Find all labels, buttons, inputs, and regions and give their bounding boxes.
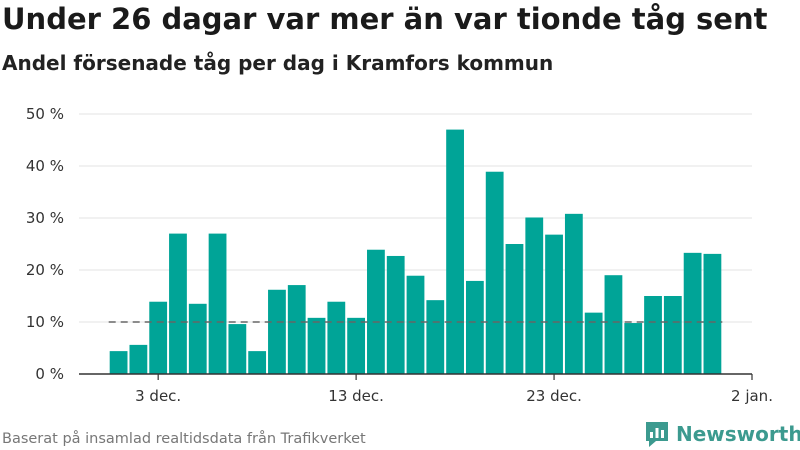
- y-tick-label: 0 %: [35, 365, 64, 383]
- bar: [545, 234, 563, 374]
- y-tick-label: 40 %: [26, 157, 64, 175]
- bar: [584, 312, 603, 374]
- source-note: Baserat på insamlad realtidsdata från Tr…: [2, 431, 366, 447]
- x-tick-label: 23 dec.: [526, 387, 582, 405]
- y-tick-label: 10 %: [26, 313, 64, 331]
- bar: [624, 323, 643, 374]
- x-tick-label: 3 dec.: [135, 387, 181, 405]
- x-tick-label: 13 dec.: [328, 387, 384, 405]
- bar: [465, 280, 484, 374]
- brand-logo: Newsworthy: [644, 420, 800, 448]
- bar: [268, 289, 286, 374]
- chart-speech-bubble-icon: [646, 422, 668, 447]
- bar: [485, 171, 504, 374]
- bar: [367, 249, 385, 374]
- bar: [505, 244, 524, 374]
- bar: [109, 351, 128, 374]
- brand-name: Newsworthy: [676, 422, 800, 446]
- bar: [287, 285, 306, 374]
- bar: [564, 213, 583, 374]
- bar: [525, 217, 544, 374]
- bar: [347, 317, 366, 374]
- bar: [386, 255, 405, 374]
- bar: [703, 253, 722, 374]
- bar: [307, 317, 326, 374]
- bar: [406, 275, 425, 374]
- bar: [248, 351, 267, 374]
- bar: [683, 252, 702, 374]
- bar: [426, 300, 445, 374]
- bar: [149, 301, 168, 374]
- axes: 0 % 10 % 20 % 30 % 40 % 50 % 3 dec. 13 dec. 23 d…: [26, 105, 773, 405]
- bar: [604, 275, 623, 374]
- bars: [109, 129, 722, 374]
- bar: [446, 129, 464, 374]
- bar: [129, 344, 148, 374]
- bar: [228, 324, 247, 374]
- x-tick-label: 2 jan.: [731, 387, 773, 405]
- bar: [208, 233, 227, 374]
- bar: [663, 296, 682, 374]
- chart-title: Under 26 dagar var mer än var tionde tåg…: [2, 2, 768, 36]
- bar: [327, 301, 346, 374]
- bar: [188, 303, 207, 374]
- chart-subtitle: Andel försenade tåg per dag i Kramfors k…: [2, 51, 554, 75]
- y-tick-label: 30 %: [26, 209, 64, 227]
- bar: [169, 233, 187, 374]
- y-tick-label: 50 %: [26, 105, 64, 123]
- y-tick-label: 20 %: [26, 261, 64, 279]
- bar: [644, 296, 662, 374]
